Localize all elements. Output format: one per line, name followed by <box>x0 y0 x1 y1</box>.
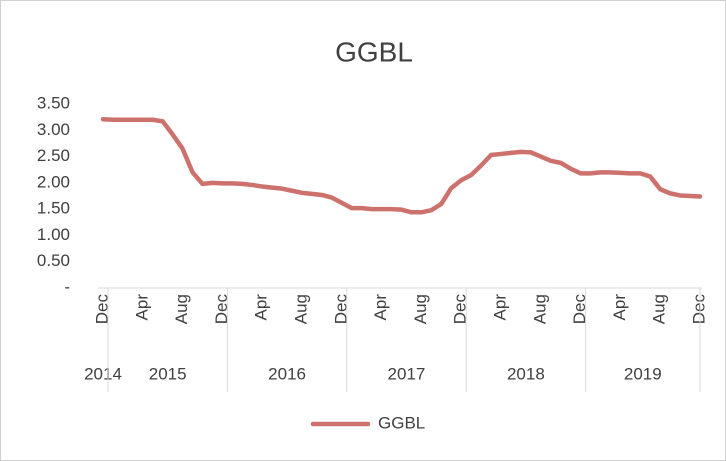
x-tick-label: Dec <box>451 294 470 325</box>
year-label: 2018 <box>507 364 545 383</box>
year-label: 2017 <box>388 364 426 383</box>
x-tick-label: Dec <box>331 294 350 325</box>
year-label: 2015 <box>149 364 187 383</box>
x-tick-label: Aug <box>172 294 191 324</box>
x-tick-label: Dec <box>92 294 111 325</box>
year-label: 2016 <box>268 364 306 383</box>
y-tick-label: 3.50 <box>37 93 70 112</box>
x-tick-label: Apr <box>371 294 390 321</box>
line-series <box>100 117 703 215</box>
y-tick-label: 1.00 <box>37 225 70 244</box>
x-tick-label: Aug <box>411 294 430 324</box>
y-tick-label: 3.00 <box>37 120 70 139</box>
x-tick-label: Aug <box>291 294 310 324</box>
x-tick-label: Apr <box>610 294 629 321</box>
x-tick-label: Dec <box>689 294 708 325</box>
x-tick-label: Aug <box>650 294 669 324</box>
y-tick-label: - <box>64 277 70 296</box>
legend-label: GGBL <box>378 413 425 432</box>
x-tick-label: Dec <box>212 294 231 325</box>
y-tick-label: 1.50 <box>37 199 70 218</box>
x-tick-label: Apr <box>252 294 271 321</box>
x-tick-label: Aug <box>530 294 549 324</box>
chart-title: GGBL <box>335 36 413 67</box>
x-tick-label: Dec <box>570 294 589 325</box>
y-tick-label: 0.50 <box>37 251 70 270</box>
y-tick-label: 2.50 <box>37 146 70 165</box>
y-tick-label: 2.00 <box>37 172 70 191</box>
year-label: 2014 <box>84 364 122 383</box>
year-label: 2019 <box>624 364 662 383</box>
x-tick-label: Apr <box>132 294 151 321</box>
x-tick-label: Apr <box>490 294 509 321</box>
